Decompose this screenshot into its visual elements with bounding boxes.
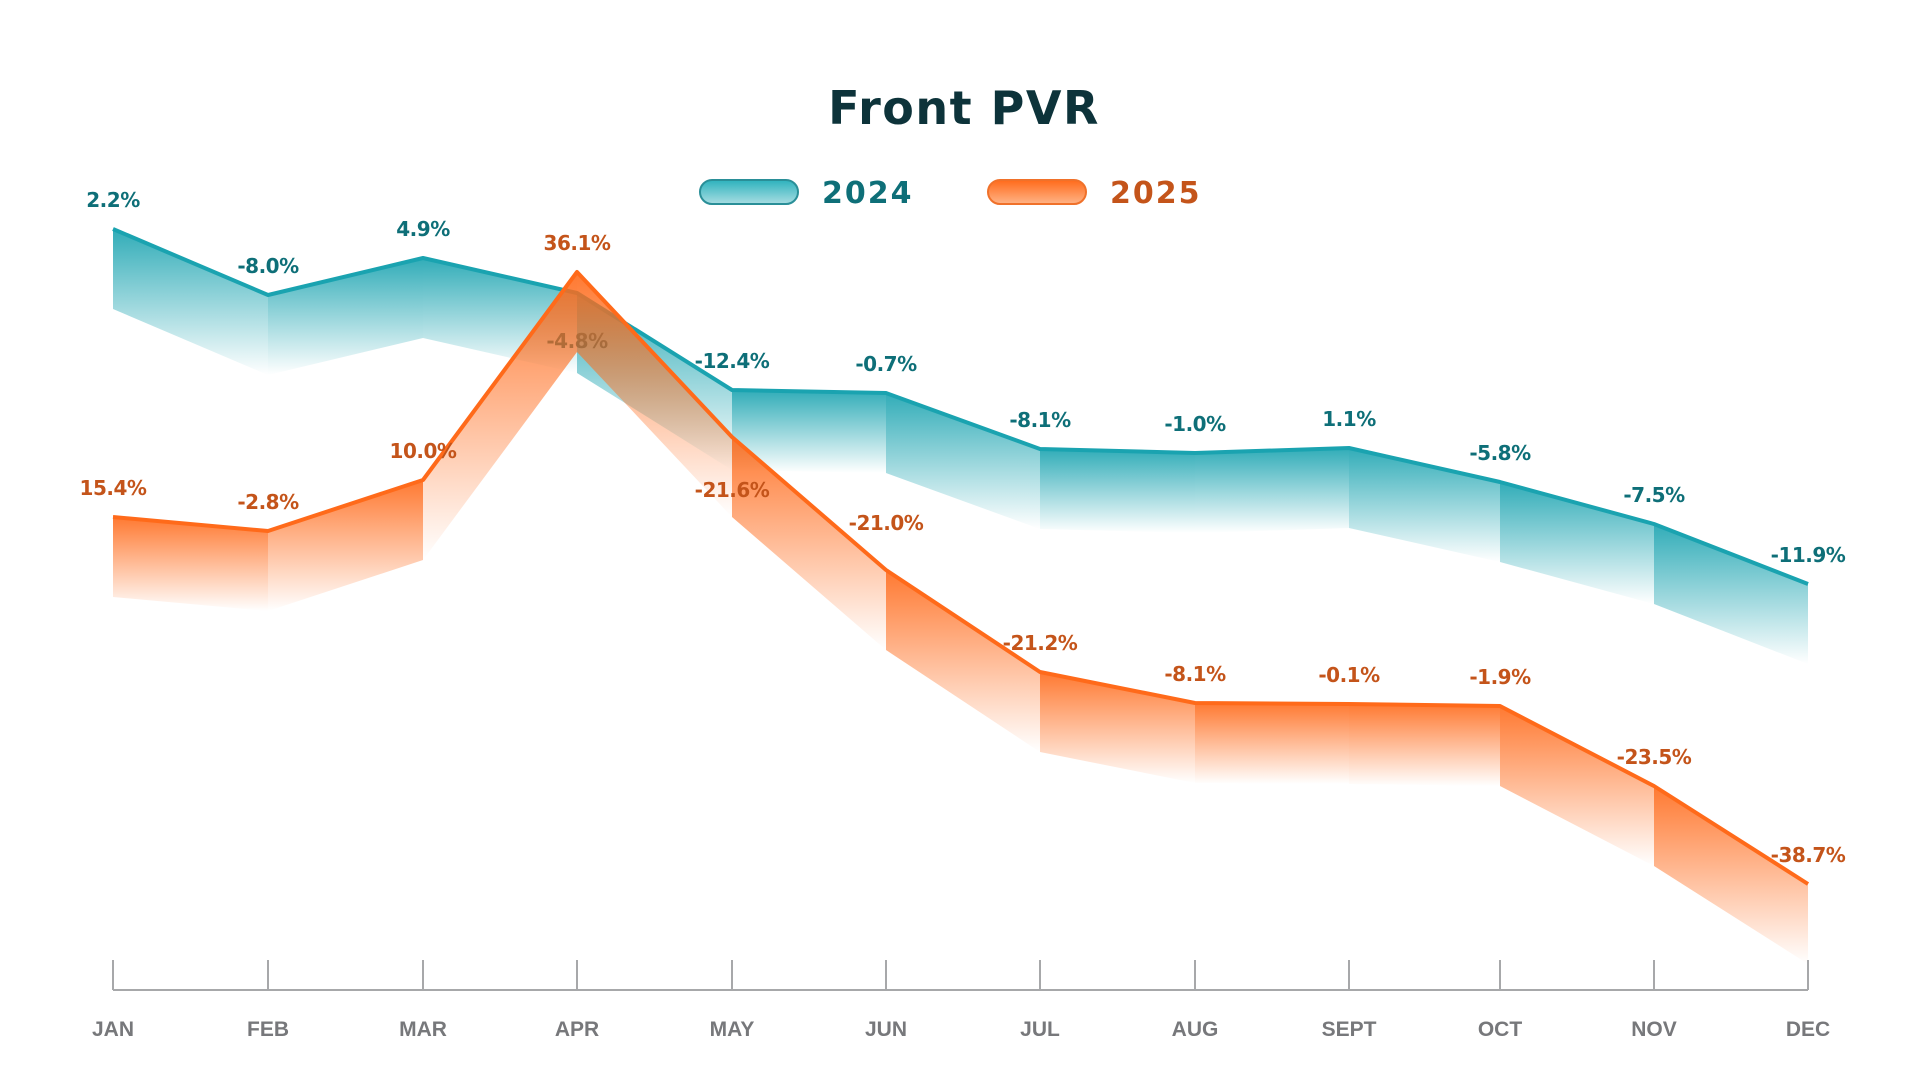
data-label: -11.9% xyxy=(1771,543,1846,567)
series-fade-segment xyxy=(1195,448,1349,533)
series-fade-segment xyxy=(1500,706,1654,866)
series-fade-segment xyxy=(1500,482,1654,604)
data-label: -2.8% xyxy=(237,490,299,514)
data-label: -21.6% xyxy=(695,478,770,502)
data-label: -8.1% xyxy=(1009,408,1071,432)
legend-item-2024[interactable]: 2024 xyxy=(699,176,914,211)
legend-item-2025[interactable]: 2025 xyxy=(987,176,1202,211)
x-axis-label: OCT xyxy=(1478,1018,1523,1041)
series-fade-segment xyxy=(577,272,732,517)
series-2024: 2.2%-8.0%4.9%-4.8%-12.4%-0.7%-8.1%-1.0%1… xyxy=(86,188,1846,664)
x-axis-label: JUL xyxy=(1020,1018,1060,1041)
data-label: -8.0% xyxy=(237,254,299,278)
series-fade-segment xyxy=(886,393,1040,529)
series-fade-segment xyxy=(1040,449,1195,533)
series-fade-segment xyxy=(886,570,1040,752)
legend-label-2024: 2024 xyxy=(822,176,914,211)
data-label: 36.1% xyxy=(544,231,611,255)
series-fade-segment xyxy=(1195,703,1349,784)
legend-label-2025: 2025 xyxy=(1110,176,1202,211)
x-axis-label: JAN xyxy=(92,1018,134,1041)
series-fade-segment xyxy=(268,480,423,611)
data-label: -38.7% xyxy=(1771,843,1846,867)
data-label: -1.0% xyxy=(1164,412,1226,436)
series-2025: 15.4% -2.8% 10.0% 36.1% -21.6% -21.0% -21.2% -8… xyxy=(80,231,1846,964)
data-label: 2.2% xyxy=(86,188,140,212)
data-label: -23.5% xyxy=(1617,745,1692,769)
x-axis-label: MAR xyxy=(399,1018,447,1041)
data-label: 10.0% xyxy=(390,439,457,463)
series-fade-segment xyxy=(1654,524,1808,664)
x-axis-label: APR xyxy=(555,1018,599,1041)
x-axis: JAN FEB MAR APR MAY JUN JUL AUG SEPT OCT NOV DEC xyxy=(92,960,1830,1041)
series-line-2024 xyxy=(112,227,1809,586)
series-fade-segment xyxy=(1040,672,1195,783)
data-label: -8.1% xyxy=(1164,662,1226,686)
data-label: 4.9% xyxy=(396,217,450,241)
x-axis-label: NOV xyxy=(1631,1018,1677,1041)
x-axis-label: DEC xyxy=(1786,1018,1830,1041)
data-label: 1.1% xyxy=(1322,407,1376,431)
data-label: -21.0% xyxy=(849,511,924,535)
legend-swatch-2025 xyxy=(987,179,1087,205)
series-fade-segment xyxy=(423,272,577,560)
series-fade-segment xyxy=(113,517,268,611)
series-fade-segment xyxy=(1349,448,1500,562)
data-label: -21.2% xyxy=(1003,631,1078,655)
data-label: -12.4% xyxy=(695,349,770,373)
x-axis-label: MAY xyxy=(710,1018,755,1041)
chart-title: Front PVR xyxy=(828,81,1100,135)
x-axis-label: FEB xyxy=(247,1018,289,1041)
series-line-2025 xyxy=(112,270,1810,886)
data-label: -7.5% xyxy=(1623,483,1685,507)
legend: 2024 2025 xyxy=(699,176,1202,211)
legend-swatch-2024 xyxy=(699,179,799,205)
series-fade-segment xyxy=(732,390,886,473)
data-label: -0.7% xyxy=(855,352,917,376)
x-axis-label: AUG xyxy=(1172,1018,1219,1041)
data-label: 15.4% xyxy=(80,476,147,500)
x-axis-label: JUN xyxy=(865,1018,907,1041)
series-fade-segment xyxy=(1349,704,1500,786)
data-label: -5.8% xyxy=(1469,441,1531,465)
x-axis-label: SEPT xyxy=(1322,1018,1377,1041)
data-label: -1.9% xyxy=(1469,665,1531,689)
series-fade-segment xyxy=(732,437,886,650)
series-fade-segment xyxy=(1654,786,1808,964)
data-label: -0.1% xyxy=(1318,663,1380,687)
series-fade-segment xyxy=(113,229,268,375)
